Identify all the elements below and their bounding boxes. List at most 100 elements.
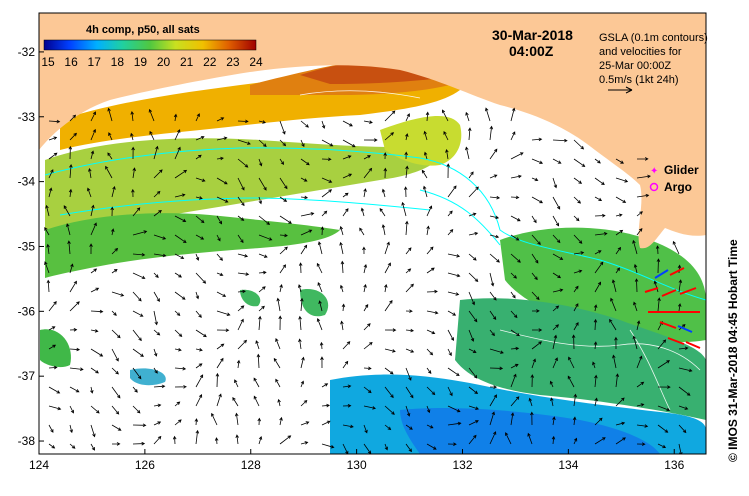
velocity-arrow-icon <box>300 195 309 200</box>
velocity-arrow-icon <box>211 412 218 426</box>
velocity-arrow-icon <box>383 152 387 160</box>
velocity-arrow-icon <box>279 120 286 135</box>
velocity-arrow-icon <box>279 416 283 426</box>
velocity-arrow-icon <box>321 403 331 408</box>
velocity-arrow-icon <box>615 267 620 274</box>
velocity-arrow-icon <box>297 284 302 293</box>
velocity-arrow-icon <box>48 326 56 331</box>
velocity-arrow-icon <box>69 301 80 312</box>
velocity-arrow-icon <box>636 211 643 217</box>
platform-legend: ✦ Glider Argo <box>649 163 699 194</box>
velocity-arrow-icon <box>174 291 186 300</box>
velocity-arrow-icon <box>510 107 516 122</box>
velocity-arrow-icon <box>195 113 200 122</box>
velocity-arrow-icon <box>300 421 310 426</box>
velocity-arrow-icon <box>405 424 413 430</box>
velocity-arrow-icon <box>531 215 537 224</box>
velocity-arrow-icon <box>549 380 554 388</box>
velocity-arrow-icon <box>447 421 462 426</box>
velocity-arrow-icon <box>111 247 119 255</box>
velocity-arrow-icon <box>111 424 122 431</box>
velocity-arrow-icon <box>447 210 453 217</box>
velocity-arrow-icon <box>615 158 624 164</box>
velocity-arrow-icon <box>510 174 522 179</box>
velocity-arrow-icon <box>363 386 372 394</box>
velocity-arrow-icon <box>237 196 245 207</box>
velocity-arrow-icon <box>633 263 638 274</box>
velocity-arrow-icon <box>90 329 99 333</box>
x-tick-label: 128 <box>241 458 261 472</box>
velocity-arrow-icon <box>594 158 601 164</box>
velocity-arrow-icon <box>447 405 461 413</box>
velocity-arrow-icon <box>321 420 331 426</box>
velocity-arrow-icon <box>489 125 494 141</box>
velocity-arrow-icon <box>447 367 460 377</box>
y-tick-label: -32 <box>18 45 36 59</box>
velocity-arrow-icon <box>405 283 414 293</box>
velocity-arrow-icon <box>489 253 500 263</box>
velocity-arrow-icon <box>426 443 437 450</box>
velocity-arrow-icon <box>678 386 691 396</box>
velocity-arrow-icon <box>153 272 159 279</box>
velocity-arrow-icon <box>573 437 578 445</box>
velocity-arrow-icon <box>69 114 77 122</box>
velocity-arrow-icon <box>384 283 388 293</box>
velocity-arrow-icon <box>195 329 207 338</box>
velocity-arrow-icon <box>279 215 292 224</box>
velocity-arrow-icon <box>153 190 161 198</box>
velocity-arrow-icon <box>405 268 412 274</box>
velocity-arrow-icon <box>195 272 207 284</box>
gsla-line-2: and velocities for <box>599 46 682 58</box>
velocity-arrow-icon <box>132 348 144 357</box>
velocity-arrow-icon <box>90 128 97 141</box>
velocity-arrow-icon <box>633 301 638 312</box>
velocity-arrow-icon <box>363 405 376 410</box>
velocity-arrow-icon <box>255 340 260 350</box>
velocity-arrow-icon <box>279 264 286 274</box>
velocity-arrow-icon <box>594 417 603 426</box>
velocity-arrow-icon <box>677 264 682 274</box>
velocity-arrow-icon <box>404 151 408 160</box>
velocity-arrow-icon <box>403 186 408 198</box>
velocity-arrow-icon <box>174 193 186 198</box>
velocity-arrow-icon <box>216 310 231 316</box>
velocity-arrow-icon <box>552 215 560 227</box>
glider-marker-icon: ✦ <box>650 166 658 177</box>
velocity-arrow-icon <box>105 165 113 179</box>
velocity-arrow-icon <box>321 139 334 147</box>
velocity-arrow-icon <box>363 366 372 371</box>
velocity-arrow-icon <box>384 110 396 122</box>
velocity-arrow-icon <box>132 405 141 414</box>
gsla-note: GSLA (0.1m contours) and velocities for … <box>599 32 708 94</box>
velocity-arrow-icon <box>316 262 323 274</box>
velocity-arrow-icon <box>300 356 305 369</box>
velocity-arrow-icon <box>552 177 558 189</box>
gsla-line-3: 25-Mar 00:00Z <box>599 60 671 72</box>
velocity-arrow-icon <box>174 401 181 407</box>
x-tick-label: 124 <box>29 458 49 472</box>
velocity-arrow-icon <box>153 253 167 258</box>
velocity-arrow-icon <box>174 253 185 259</box>
gsla-line-4: 0.5m/s (1kt 24h) <box>599 74 678 86</box>
velocity-arrow-icon <box>258 177 267 191</box>
velocity-arrow-icon <box>46 243 50 255</box>
velocity-arrow-icon <box>447 329 454 342</box>
velocity-arrow-icon <box>232 397 239 407</box>
velocity-arrow-icon <box>107 107 113 122</box>
velocity-arrow-icon <box>612 354 617 369</box>
velocity-arrow-icon <box>531 177 539 182</box>
velocity-arrow-icon <box>363 263 368 274</box>
velocity-arrow-icon <box>148 108 155 122</box>
velocity-arrow-icon <box>48 119 61 124</box>
velocity-arrow-icon <box>510 310 518 319</box>
velocity-arrow-icon <box>48 344 57 350</box>
x-tick-label: 136 <box>664 458 684 472</box>
velocity-arrow-icon <box>401 201 407 217</box>
velocity-arrow-icon <box>111 329 121 339</box>
velocity-arrow-icon <box>216 328 230 333</box>
velocity-arrow-icon <box>342 404 352 408</box>
velocity-arrow-icon <box>216 291 227 297</box>
velocity-arrow-icon <box>258 270 267 275</box>
velocity-arrow-icon <box>130 110 134 122</box>
velocity-arrow-icon <box>300 177 308 182</box>
